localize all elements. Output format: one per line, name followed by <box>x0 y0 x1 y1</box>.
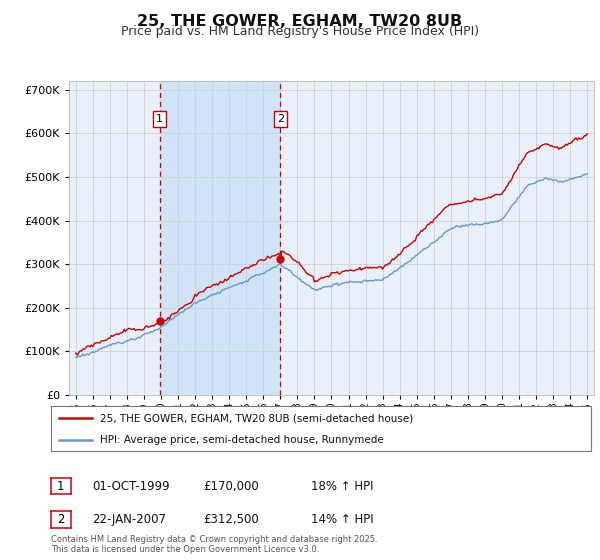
Text: 25, THE GOWER, EGHAM, TW20 8UB (semi-detached house): 25, THE GOWER, EGHAM, TW20 8UB (semi-det… <box>100 413 413 423</box>
Bar <box>160 81 280 395</box>
Text: 2: 2 <box>57 512 65 526</box>
Text: £170,000: £170,000 <box>203 479 259 493</box>
Text: Price paid vs. HM Land Registry's House Price Index (HPI): Price paid vs. HM Land Registry's House … <box>121 25 479 38</box>
Text: Contains HM Land Registry data © Crown copyright and database right 2025.
This d: Contains HM Land Registry data © Crown c… <box>51 535 377 554</box>
Text: 14% ↑ HPI: 14% ↑ HPI <box>311 512 373 526</box>
Text: £312,500: £312,500 <box>203 512 259 526</box>
Text: 25, THE GOWER, EGHAM, TW20 8UB: 25, THE GOWER, EGHAM, TW20 8UB <box>137 14 463 29</box>
Text: 18% ↑ HPI: 18% ↑ HPI <box>311 479 373 493</box>
Text: 2: 2 <box>277 114 284 124</box>
Text: 22-JAN-2007: 22-JAN-2007 <box>92 512 166 526</box>
Text: HPI: Average price, semi-detached house, Runnymede: HPI: Average price, semi-detached house,… <box>100 436 383 446</box>
Text: 1: 1 <box>156 114 163 124</box>
Text: 01-OCT-1999: 01-OCT-1999 <box>92 479 169 493</box>
Text: 1: 1 <box>57 479 65 493</box>
